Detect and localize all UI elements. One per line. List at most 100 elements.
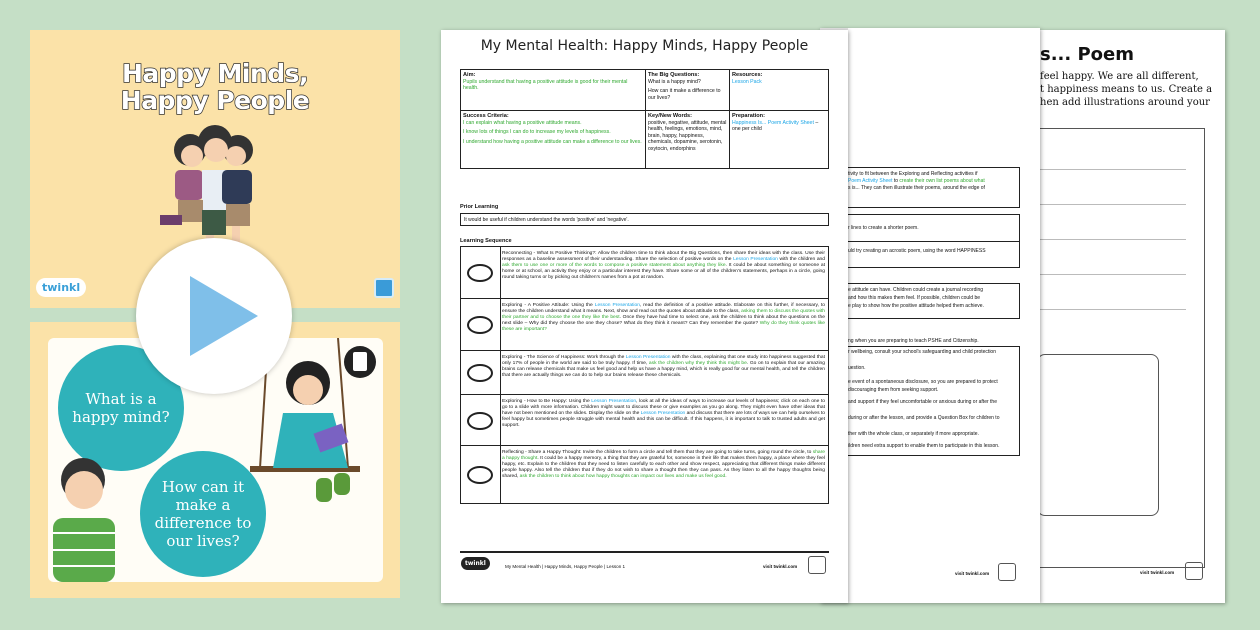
resources-heading: Resources: — [732, 72, 763, 78]
activity-text: asking them to discuss the quotes with t… — [502, 309, 826, 321]
footer-url[interactable]: visit twinkl.com — [955, 571, 990, 576]
pshe-note: ng when you are preparing to teach PSHE … — [848, 338, 979, 344]
preparation-heading: Preparation: — [732, 113, 765, 119]
safeguarding-box: r wellbeing, consult your school's safeg… — [848, 346, 1020, 456]
poem-frame — [1040, 128, 1205, 568]
success-criteria-heading: Success Criteria: — [463, 113, 509, 119]
instruction-line: feel happy. We are all different, — [1040, 71, 1199, 82]
safeguarding-text: discouraging them from seeking support. — [848, 387, 939, 393]
assessment-text: e attitude can have. Children could crea… — [848, 287, 984, 293]
title-line-1: Happy Minds, — [121, 59, 309, 88]
footer-url[interactable]: visit twinkl.com — [1140, 570, 1175, 575]
slide-title: Happy Minds, Happy People — [30, 59, 400, 115]
learning-sequence-row: Exploring - The Science of Happiness: Wo… — [461, 351, 828, 395]
poem-activity-sheet: s... Poem feel happy. We are all differe… — [1040, 30, 1225, 603]
activity-text: share a happy thought — [502, 450, 825, 462]
brain-face-icon — [467, 465, 493, 484]
aim-text: Pupils understand that having a positive… — [463, 78, 628, 92]
key-words-text: positive, negative, attitude, mental hea… — [648, 119, 727, 152]
learning-sequence-table: Reconnecting - What Is Positive Thinking… — [460, 246, 829, 504]
checklist-icon — [344, 346, 376, 378]
activity-text: with the children and — [777, 257, 825, 263]
big-question-2: How can it make a difference to our live… — [648, 88, 721, 101]
writing-box[interactable] — [1040, 354, 1159, 516]
safeguarding-text: uestion. — [848, 365, 866, 371]
learning-sequence-row: Exploring - A Positive Attitude: Using t… — [461, 299, 828, 351]
brain-face-icon — [467, 316, 493, 334]
learning-sequence-heading: Learning Sequence — [460, 238, 512, 244]
lesson-presentation-link[interactable]: Lesson Presentation — [594, 303, 640, 308]
preparation-text: – one per child — [732, 119, 819, 133]
aim-heading: Aim: — [463, 72, 476, 78]
activity-text: and discuss that there are lots of ways … — [502, 411, 825, 429]
lesson-plan-page-2: tivity to fit between the Exploring and … — [820, 28, 1040, 603]
assessment-box: e attitude can have. Children could crea… — [848, 283, 1020, 319]
big-questions-heading: The Big Questions: — [648, 72, 700, 78]
activity-text: . Once they have had time to select one,… — [502, 315, 825, 327]
safeguarding-text: during or after the lesson, and provide … — [848, 415, 1000, 421]
learning-sequence-row: Exploring - How to Be Happy: Using the L… — [461, 395, 828, 446]
learning-sequence-row: Reconnecting - What Is Positive Thinking… — [461, 247, 828, 299]
quality-stamp-icon — [808, 556, 826, 574]
safeguarding-text: and support if they feel uncomfortable o… — [848, 399, 997, 405]
activity-text: . — [725, 474, 727, 480]
adaptation-text: Poem Activity Sheet — [848, 178, 893, 184]
lesson-presentation-link[interactable]: Lesson Presentation — [640, 411, 686, 417]
activity-description: Reflecting - Share a Happy Thought: Invi… — [502, 450, 825, 480]
adaptation-text: create their own list poems about what — [899, 178, 985, 184]
activity-text: Exploring - A Positive Attitude: Using t… — [502, 303, 595, 308]
lesson-plan-page: My Mental Health: Happy Minds, Happy Peo… — [441, 30, 848, 603]
brain-face-icon — [467, 411, 493, 430]
assessment-text: and how this makes them feel. If possibl… — [848, 295, 981, 301]
activity-text: . It could be about something or someone… — [502, 263, 825, 281]
lesson-presentation-link[interactable]: Lesson Presentation — [625, 355, 671, 360]
big-questions-cell: The Big Questions: What is a happy mind? H… — [646, 70, 730, 111]
success-criterion: I can explain what having a positive att… — [463, 119, 582, 126]
differentiation-box: r lines to create a shorter poem. uld tr… — [848, 214, 1020, 268]
adaptation-box: tivity to fit between the Exploring and … — [848, 167, 1020, 208]
safeguarding-text: ther with the whole class, or separately… — [848, 431, 979, 437]
adaptation-text: s is... They can then illustrate their p… — [848, 185, 985, 191]
footer-text: My Mental Health | Happy Minds, Happy Pe… — [505, 564, 626, 569]
thinking-boy-illustration — [53, 458, 115, 582]
brain-face-icon — [467, 264, 493, 282]
lesson-pack-link[interactable]: Lesson Pack — [732, 78, 762, 85]
preparation-cell: Preparation: Happiness Is... Poem Activit… — [730, 111, 828, 168]
question-bubble-2: How can it make a difference to our live… — [140, 451, 266, 577]
adaptation-text: tivity to fit between the Exploring and … — [848, 171, 978, 177]
quality-stamp-icon — [998, 563, 1016, 581]
adaptation-text: to — [892, 178, 900, 184]
assessment-text: e play to show how the positive attitude… — [848, 303, 984, 309]
prior-learning-heading: Prior Learning — [460, 204, 499, 210]
activity-description: Exploring - The Science of Happiness: Wo… — [502, 355, 825, 379]
prior-learning-text: It would be useful if children understan… — [464, 217, 629, 223]
play-button[interactable] — [136, 238, 292, 394]
activity-description: Exploring - How to Be Happy: Using the L… — [502, 399, 825, 429]
activity-text: , read the definition of a positive atti… — [502, 303, 825, 315]
resources-cell: Resources: Lesson Pack — [730, 70, 828, 111]
brain-face-icon — [467, 364, 493, 382]
activity-text: ask them to use one or more of the words… — [502, 263, 726, 269]
instruction-line: t happiness means to us. Create a — [1040, 84, 1213, 95]
activity-text: . It could be a happy memory, a thing th… — [502, 456, 825, 480]
lesson-presentation-link[interactable]: Lesson Presentation — [591, 399, 637, 404]
activity-text: Why do they think quotes like these are … — [502, 321, 825, 333]
big-question-1: What is a happy mind? — [648, 78, 701, 85]
key-words-heading: Key/New Words: — [648, 113, 693, 119]
children-hugging-illustration — [160, 125, 253, 265]
activity-text: ask the children why they think this mig… — [648, 361, 747, 367]
lesson-presentation-link[interactable]: Lesson Presentation — [733, 257, 778, 263]
lesson-plan-title: My Mental Health: Happy Minds, Happy Peo… — [480, 38, 809, 54]
activity-text: Reflecting - Share a Happy Thought: Invi… — [502, 450, 813, 455]
key-words-cell: Key/New Words: positive, negative, attitu… — [646, 111, 730, 168]
activity-text: . Go on to explain that our amazing brai… — [502, 361, 825, 379]
footer-url[interactable]: visit twinkl.com — [763, 564, 798, 569]
poem-activity-sheet-link[interactable]: Happiness Is... Poem Activity Sheet — [732, 119, 814, 126]
play-icon — [190, 276, 258, 356]
instruction-line: hen add illustrations around your — [1040, 97, 1210, 108]
safeguarding-text: r wellbeing, consult your school's safeg… — [848, 349, 996, 355]
safeguarding-text: e event of a spontaneous disclosure, so … — [848, 379, 998, 385]
activity-text: , look at all the ideas of ways to incre… — [502, 399, 826, 417]
differentiation-text: r lines to create a shorter poem. — [848, 225, 919, 231]
activity-text: with the class, explaining that one stud… — [502, 355, 825, 367]
